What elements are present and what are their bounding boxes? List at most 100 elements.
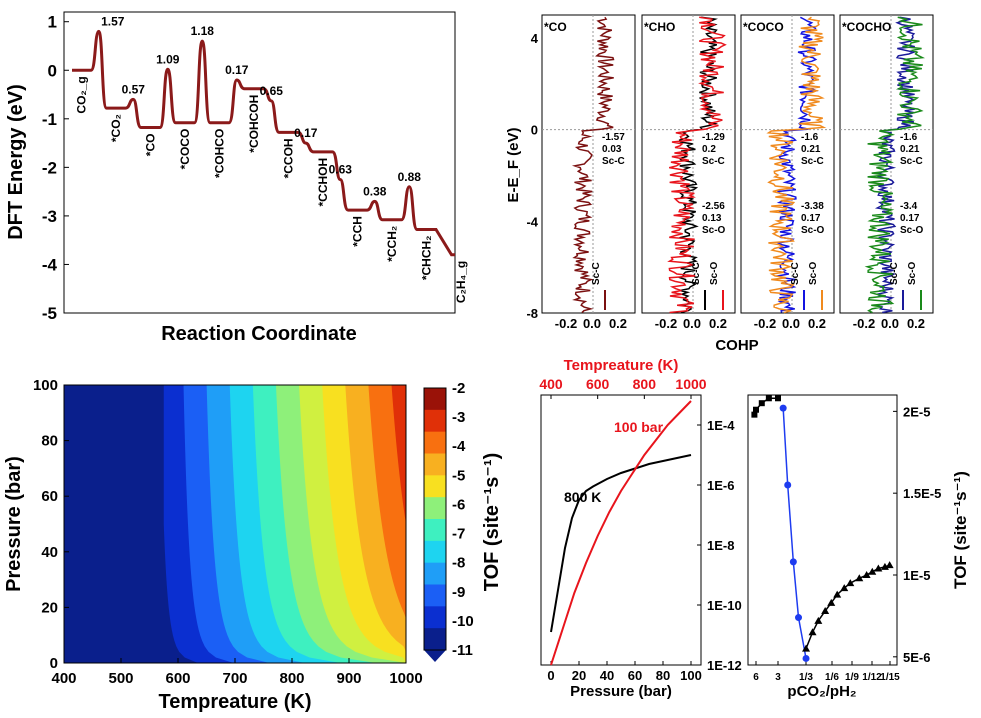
colorbar-segment [424,409,446,433]
pressure-x-tick-label: 80 [656,668,670,683]
ratio-point-triangle [833,590,842,598]
cohp-legend-label: Sc-O [907,261,918,285]
tof-pressure-lines: 800 K 100 bar [550,400,692,666]
ratio-y-axis-label: TOF (site⁻¹s⁻¹) [951,471,970,589]
energy-y-tick-label: -4 [42,255,58,274]
colorbar-tick-label: -10 [452,613,474,630]
contour-x-tick-label: 800 [279,670,304,687]
energy-y-tick-label: 0 [48,61,57,80]
energy-plot-frame [63,11,456,314]
cohp-value: 0.17 [801,213,821,224]
contour-x-tick-label: 900 [336,670,361,687]
cohp-y-axis-label: E-E_F (eV) [505,127,522,202]
cohp-x-tick-label: 0.0 [881,316,899,331]
tof-y-tick-label: 1E-6 [707,478,734,493]
temp-x-tick-label: 800 [633,376,657,392]
pressure-x-axis-label: Pressure (bar) [570,683,672,700]
ratio-point-square [753,406,759,413]
cohp-legend-label: Sc-O [808,261,819,285]
cohp-panel-title: *COCO [743,20,784,34]
cohp-value: -3.38 [801,201,824,212]
cohp-curve [864,16,926,314]
ratio-x-tick-label: 3 [775,672,781,683]
contour-y-tick-label: 60 [41,488,58,505]
state-label: CO₂_g [75,76,89,113]
cohp-y-tick-label: 0 [531,123,538,138]
energy-y-tick-label: -1 [42,110,57,129]
contour-y-tick-label: 20 [41,599,58,616]
tof-pressure-panel: 0 20 40 60 80 100 400 600 800 1000 1E-12 1E-10 1E-8 1… [539,357,741,700]
cohp-value: -1.6 [900,132,918,143]
cohp-value: Sc-C [602,156,625,167]
state-label: *COCO [178,129,192,170]
colorbar-tick-label: -9 [452,584,465,601]
series-label-100bar: 100 bar [614,419,664,435]
ratio-series-line [782,408,807,659]
barrier-label: 0.57 [122,82,146,96]
state-label: *CHCH₂ [420,235,434,280]
state-label: *CCHOH [316,158,330,207]
cohp-subpanel-frame [740,14,835,314]
ratio-point-triangle [808,628,817,636]
ratio-point-circle [779,404,787,412]
ratio-point-triangle [802,644,811,652]
ratio-x-tick-label: 1/3 [799,672,813,683]
colorbar-segment [424,388,446,411]
ratio-x-tick-label: 6 [753,672,759,683]
cohp-x-tick-label: -0.2 [655,316,677,331]
ratio-x-tick-label: 1/15 [880,672,900,683]
energy-y-tick-label: -3 [42,207,57,226]
series-label-800k: 800 K [564,489,601,505]
cohp-x-tick-label: 0.0 [583,316,601,331]
cohp-subpanel-frame [839,14,934,314]
contour-y-tick-label: 40 [41,544,58,561]
tof-y-tick-label: 1E-10 [707,598,742,613]
state-label: *CCH₂ [385,226,399,262]
colorbar-segment [424,562,446,585]
tof-y-tick-label: 1E-12 [707,658,742,673]
contour-y-axis-label: Pressure (bar) [3,456,25,592]
ratio-point-square [765,395,772,402]
ratio-point-triangle [885,561,894,569]
colorbar-segment [424,584,446,607]
cohp-value: 0.17 [900,213,920,224]
colorbar-tick-label: -4 [452,438,466,455]
cohp-curve [667,16,727,314]
ratio-y-tick-label: 2E-5 [903,404,930,419]
colorbar-tick-label: -3 [452,409,465,426]
cohp-value: -3.4 [900,201,918,212]
colorbar-segment [424,497,446,520]
colorbar-tick-label: -6 [452,496,465,513]
state-label: *COHCO [213,129,227,178]
ratio-point-triangle [855,574,864,582]
ratio-point-triangle [868,567,877,575]
cohp-value: 0.2 [702,144,716,155]
tof-ratio-points [751,395,894,662]
cohp-legend-label: Sc-C [790,262,801,285]
contour-band [368,385,406,663]
ratio-y-tick-label: 5E-6 [903,650,930,665]
temp-x-tick-label: 600 [586,376,610,392]
pressure-x-tick-label: 40 [600,668,614,683]
tof-colorbar: -2 -3 -4 -5 -6 -7 -8 -9 -10 -11 [423,380,474,662]
cohp-x-tick-label: 0.2 [709,316,727,331]
state-label: C₂H₄_g [454,261,468,303]
ratio-point-square [758,400,765,407]
energy-state-labels: 1.57 0.57 1.09 1.18 0.17 0.65 0.17 0.63 0.38 0.88… [75,14,469,303]
temp-x-tick-label: 1000 [675,376,706,392]
state-label: *CCH [351,216,365,247]
ratio-series-line [805,564,890,649]
barrier-label: 1.18 [191,24,215,38]
cohp-x-tick-label: -0.2 [754,316,776,331]
cohp-value: -1.29 [702,132,725,143]
cohp-x-axis-label: COHP [715,337,758,354]
cohp-x-tick-label: 0.0 [683,316,701,331]
temp-x-tick-label: 400 [539,376,563,392]
colorbar-segment [424,606,446,629]
tof-y-tick-label: 1E-4 [707,418,735,433]
ratio-point-circle [784,481,792,489]
ratio-point-square [775,395,781,402]
